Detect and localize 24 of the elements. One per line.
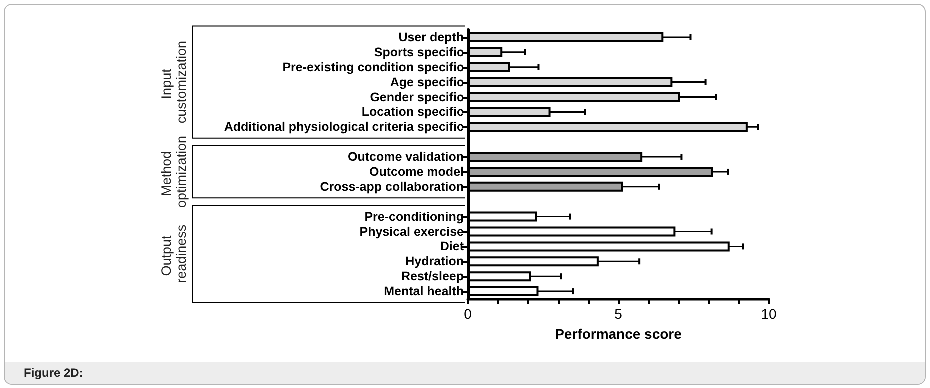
text: Input customization <box>159 41 189 124</box>
y-tick-label: Outcome model <box>370 164 464 179</box>
y-tick-label: User depth <box>398 30 464 44</box>
y-tick-label: Outcome validation <box>348 150 464 164</box>
x-tick-label: 10 <box>761 306 777 322</box>
x-tick-label: 5 <box>614 306 623 322</box>
y-tick-label: Pre-existing condition specific <box>282 60 464 74</box>
y-tick-label: Physical exercise <box>360 224 464 239</box>
y-tick-label: Hydration <box>406 254 464 269</box>
y-tick-label: Location specific <box>362 105 464 120</box>
x-tick-label: 0 <box>464 306 472 322</box>
y-tick-label: Diet <box>440 240 465 254</box>
y-tick-label: Mental health <box>384 284 464 299</box>
y-tick-label: Age specific <box>390 75 464 90</box>
y-tick-label: Gender specific <box>370 90 464 104</box>
x-axis-title: Performance score <box>555 326 682 342</box>
y-tick-label: Cross-app collaboration <box>320 180 464 194</box>
y-tick-label: Rest/sleep <box>401 270 464 284</box>
text: Method optimization <box>159 136 189 208</box>
text: Output readiness <box>159 224 189 284</box>
y-tick-label: Pre-conditioning <box>364 210 464 224</box>
caption: Figure 2D: <box>24 366 84 380</box>
y-tick-label: Additional physiological criteria specific <box>224 120 464 134</box>
y-tick-label: Sports specific <box>374 45 464 60</box>
